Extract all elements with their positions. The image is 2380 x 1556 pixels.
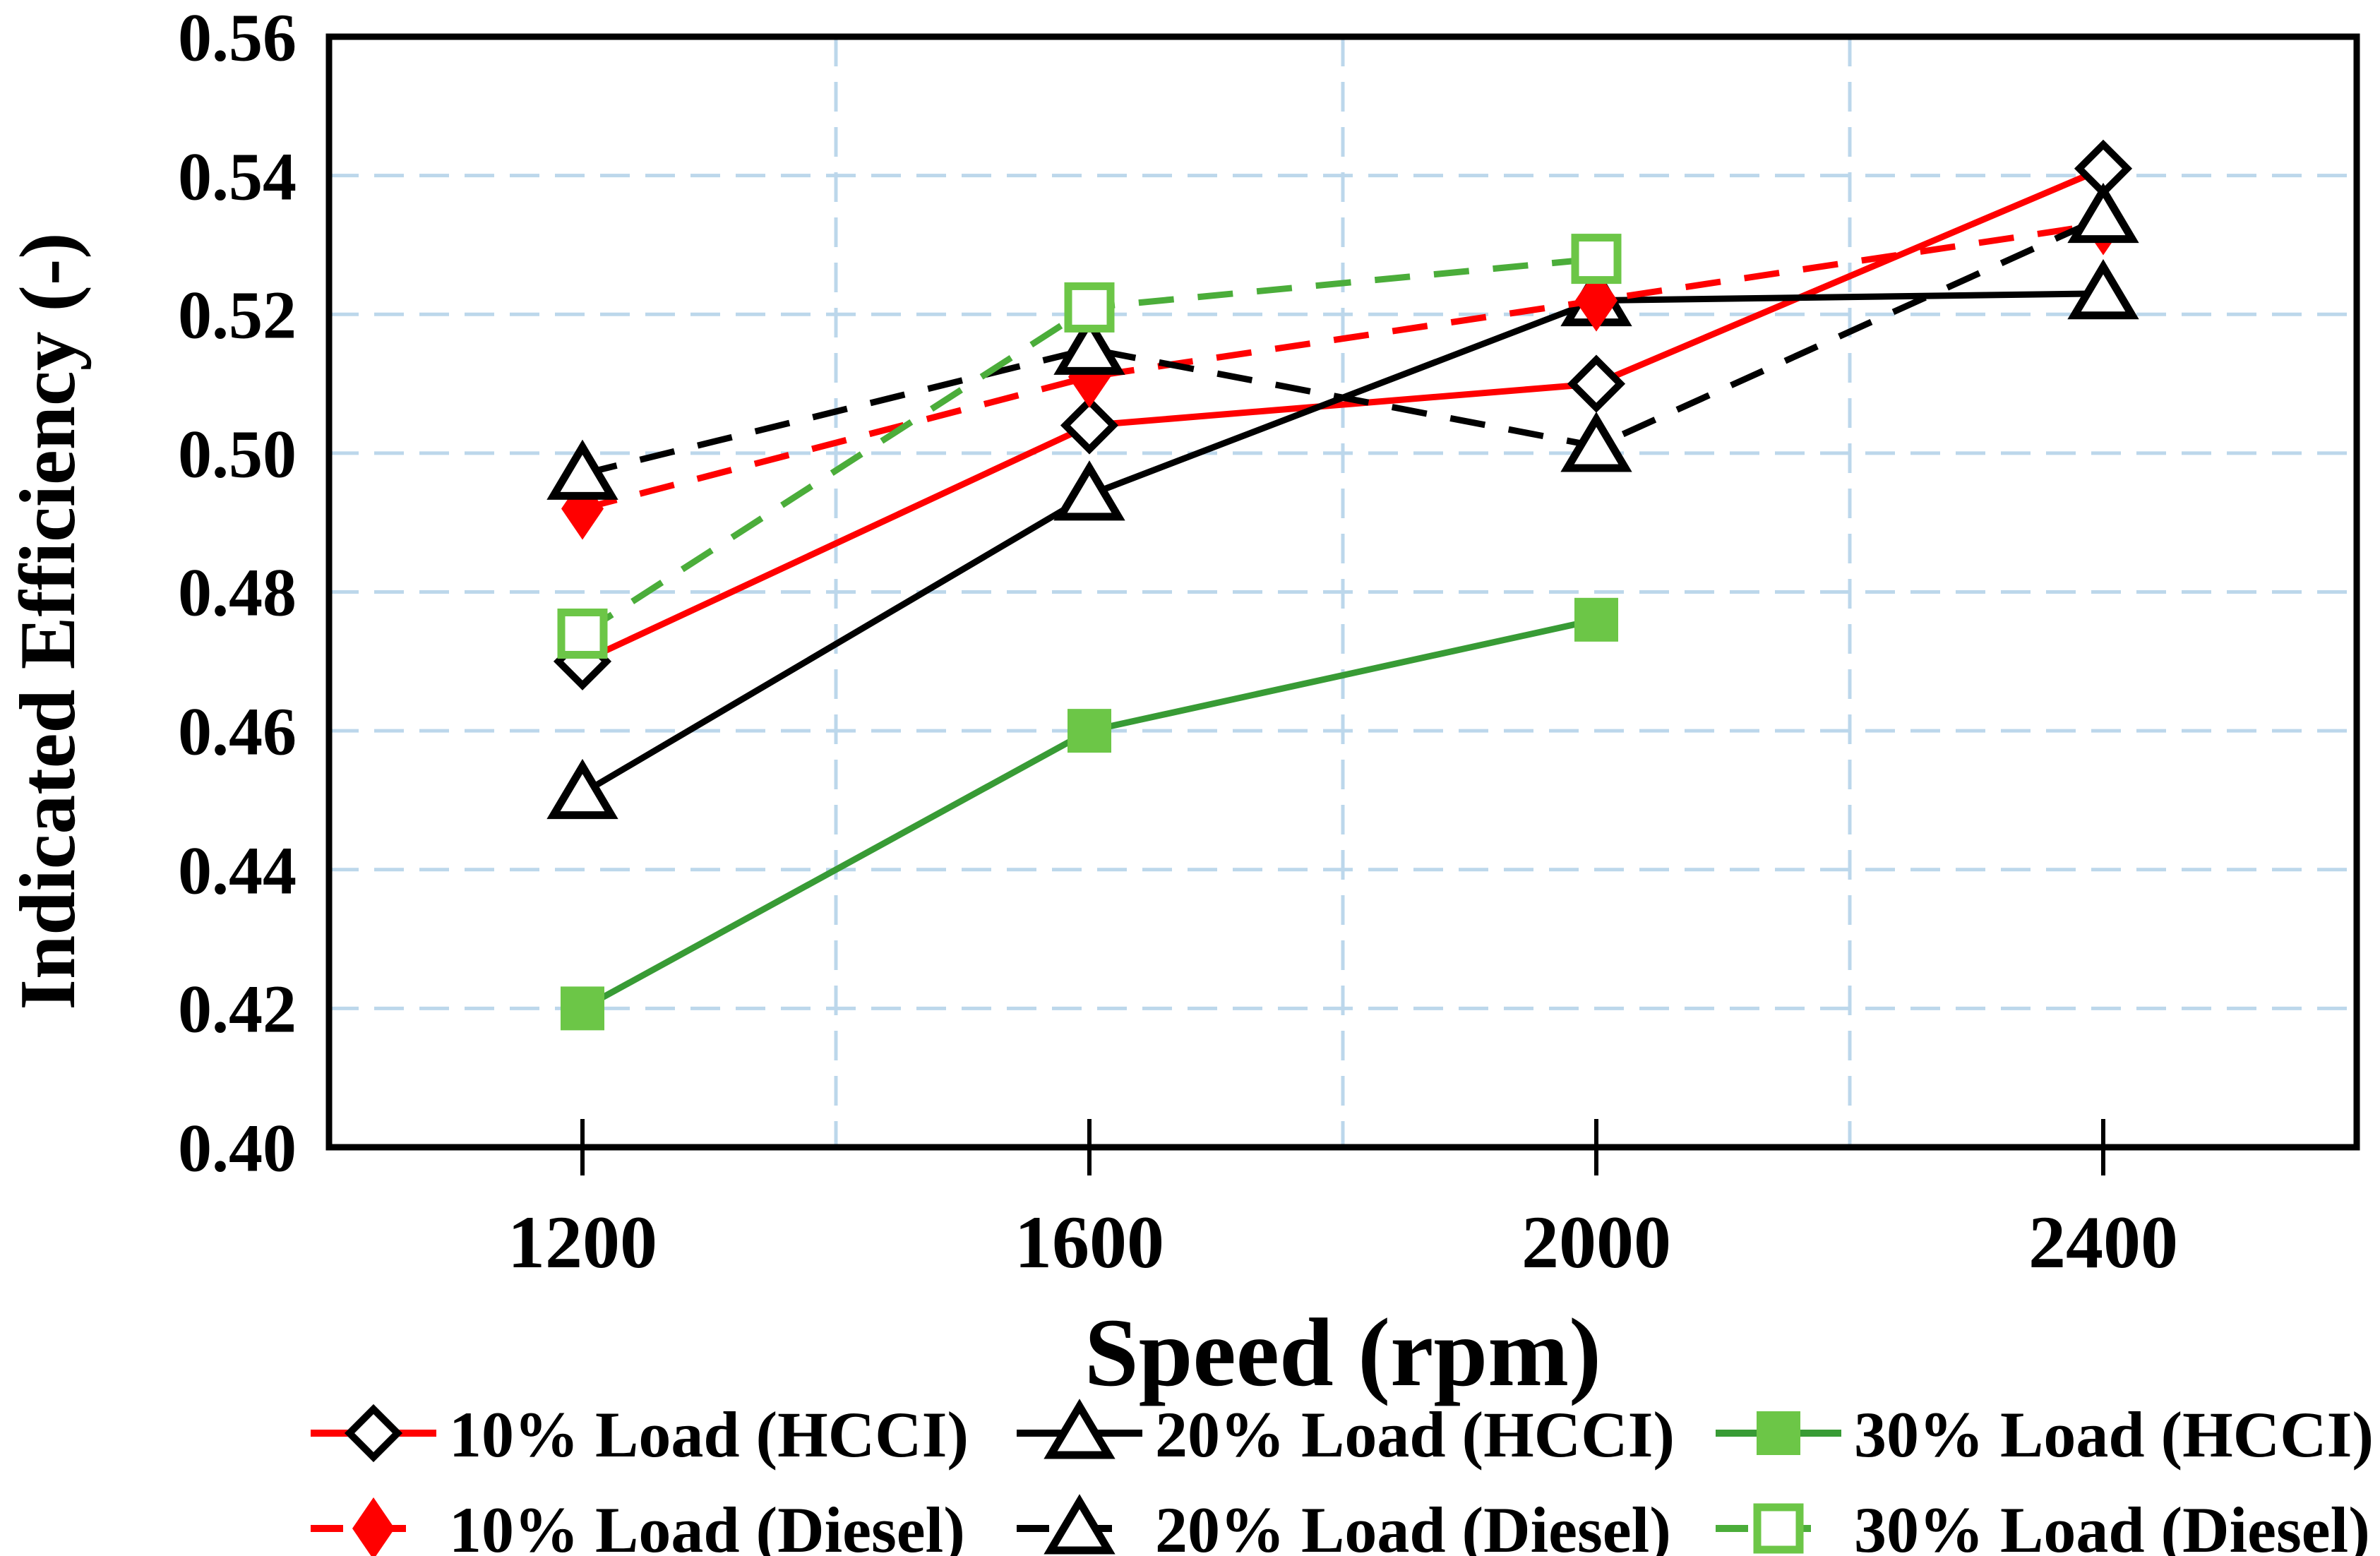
- data-point-marker: [557, 608, 608, 659]
- data-point-marker: [1560, 412, 1632, 472]
- data-point-marker: [546, 758, 618, 820]
- x-axis-tick-labels: 1200 1600 2000 2400: [508, 1201, 2178, 1283]
- y-tick-label: 0.54: [178, 139, 297, 215]
- y-tick-label: 0.52: [178, 277, 297, 353]
- x-tick-label: 2000: [1521, 1201, 1671, 1283]
- data-point-marker: [561, 986, 604, 1031]
- y-tick-label: 0.46: [178, 694, 297, 770]
- legend-item-20-load-diesel: 20% Load (Diesel): [1017, 1494, 1671, 1556]
- legend-item-10-load-diesel: 10% Load (Diesel): [311, 1494, 965, 1556]
- data-point-marker: [1757, 1411, 1800, 1455]
- data-point-marker: [1060, 396, 1119, 455]
- x-tick-label: 1600: [1015, 1201, 1164, 1283]
- x-axis-ticks: [580, 1119, 2105, 1175]
- data-point-marker: [1053, 314, 1125, 375]
- legend-label: 30% Load (Diesel): [1854, 1494, 2370, 1556]
- data-point-marker: [344, 1404, 403, 1463]
- y-axis-tick-labels: 0.40 0.42 0.44 0.46 0.48 0.50 0.52 0.54 …: [178, 0, 297, 1186]
- series-30-load-hcci-: [561, 597, 1618, 1031]
- y-tick-label: 0.42: [178, 971, 297, 1047]
- legend-sample-10-load-hcci: [311, 1404, 436, 1463]
- y-tick-label: 0.44: [178, 833, 297, 909]
- legend-sample-20-load-hcci: [1017, 1399, 1142, 1459]
- y-tick-label: 0.40: [178, 1111, 297, 1186]
- data-point-marker: [1044, 1399, 1116, 1459]
- legend-label: 20% Load (HCCI): [1155, 1399, 1675, 1471]
- data-point-marker: [1053, 460, 1125, 521]
- series-line: [580, 616, 1597, 1012]
- legend-label: 30% Load (HCCI): [1854, 1399, 2374, 1471]
- x-tick-label: 1200: [508, 1201, 657, 1283]
- series-line: [581, 214, 2105, 477]
- legend-item-10-load-hcci: 10% Load (HCCI): [311, 1399, 969, 1471]
- legend-item-20-load-hcci: 20% Load (HCCI): [1017, 1399, 1675, 1471]
- data-point-marker: [2067, 182, 2139, 244]
- legend-sample-20-load-diesel: [1017, 1494, 1142, 1555]
- legend-label: 10% Load (HCCI): [449, 1399, 969, 1471]
- legend: 10% Load (HCCI) 20% Load (HCCI) 30% Load…: [311, 1399, 2374, 1556]
- legend-sample-30-load-hcci: [1716, 1411, 1841, 1455]
- legend-label: 10% Load (Diesel): [449, 1494, 965, 1556]
- x-tick-label: 2400: [2028, 1201, 2178, 1283]
- legend-label: 20% Load (Diesel): [1155, 1494, 1671, 1556]
- y-tick-label: 0.50: [178, 417, 297, 492]
- legend-item-30-load-hcci: 30% Load (HCCI): [1716, 1399, 2374, 1471]
- series-20-load-diesel-: [546, 182, 2139, 500]
- data-point-marker: [1068, 709, 1111, 753]
- data-point-marker: [1064, 282, 1115, 333]
- y-axis-title: Indicated Efficiency (-): [4, 232, 92, 1010]
- legend-sample-10-load-diesel: [311, 1497, 436, 1556]
- legend-sample-30-load-diesel: [1716, 1503, 1841, 1554]
- y-tick-label: 0.48: [178, 555, 297, 630]
- data-point-marker: [546, 439, 618, 500]
- data-point-marker: [1575, 269, 1617, 332]
- data-point-marker: [1567, 354, 1626, 413]
- series-line: [581, 220, 2104, 512]
- data-point-marker: [2067, 258, 2139, 320]
- data-point-marker: [352, 1497, 395, 1556]
- plot-series: [546, 139, 2139, 1031]
- series-line: [581, 165, 2105, 664]
- plot-border: [325, 33, 2360, 1151]
- data-point-marker: [1574, 597, 1618, 642]
- x-axis-title: Speed (rpm): [1084, 1298, 1601, 1406]
- data-point-marker: [1571, 234, 1622, 285]
- y-tick-label: 0.56: [178, 0, 297, 76]
- legend-item-30-load-diesel: 30% Load (Diesel): [1716, 1494, 2370, 1556]
- data-point-marker: [1044, 1494, 1116, 1555]
- data-point-marker: [1753, 1503, 1804, 1554]
- series-30-load-diesel-: [557, 234, 1622, 659]
